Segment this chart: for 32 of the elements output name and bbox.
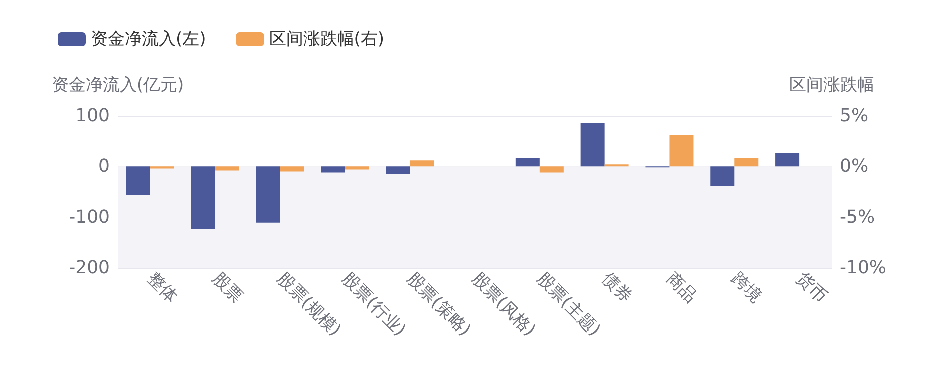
bar	[776, 152, 800, 167]
bar	[580, 123, 605, 167]
y-tick-label: -200	[69, 258, 110, 278]
bar	[670, 135, 694, 167]
y2-tick-label: -10%	[840, 258, 887, 278]
y-tick-label: 0	[98, 156, 110, 178]
bar	[516, 158, 540, 167]
x-tick-label: 股票	[208, 268, 246, 308]
bar	[126, 166, 150, 196]
bar	[734, 158, 759, 167]
bar	[710, 166, 735, 186]
y-axis-title: 资金净流入(亿元)	[52, 76, 184, 96]
x-tick-label: 债券	[598, 268, 636, 308]
legend-label: 区间涨跌幅(右)	[269, 30, 385, 50]
y2-axis-title: 区间涨跌幅	[790, 76, 874, 96]
bar	[386, 166, 410, 174]
x-tick-label: 跨境	[728, 268, 766, 308]
bar	[191, 166, 216, 230]
bar	[215, 166, 240, 171]
x-tick-label: 商品	[662, 268, 701, 308]
bar	[280, 166, 304, 172]
y2-tick-label: -5%	[840, 206, 876, 228]
x-tick-label: 货币	[792, 268, 831, 308]
bar	[410, 160, 434, 167]
x-tick-label: 整体	[143, 268, 182, 308]
bar	[540, 166, 564, 173]
y2-tick-label: 0%	[840, 156, 869, 178]
y-tick-label: 100	[76, 106, 110, 126]
y-tick-label: -100	[69, 206, 110, 228]
y2-tick-label: 5%	[840, 106, 869, 126]
legend-label: 资金净流入(左)	[91, 30, 206, 50]
bar	[256, 166, 280, 223]
